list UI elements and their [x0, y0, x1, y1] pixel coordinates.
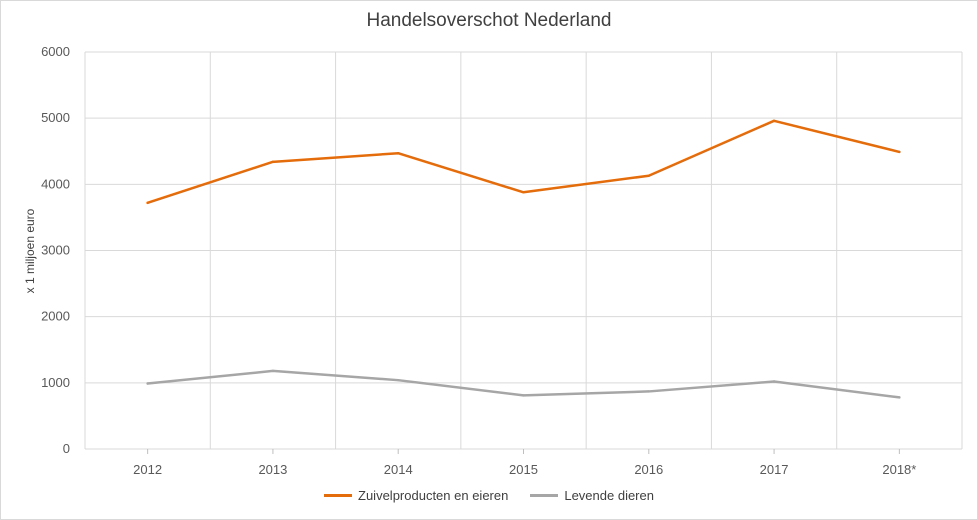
x-tick-label: 2015 — [509, 462, 538, 477]
data-point — [522, 394, 525, 397]
data-point — [146, 382, 149, 385]
y-axis-label: x 1 miljoen euro — [23, 208, 37, 293]
data-point — [271, 160, 275, 164]
chart-title: Handelsoverschot Nederland — [366, 10, 612, 31]
y-axis-tick-labels: 0 1000 2000 3000 4000 5000 6000 — [41, 44, 70, 456]
y-tick-label: 0 — [63, 441, 70, 456]
legend-item-levende-dieren: Levende dieren — [530, 488, 654, 503]
series-lines — [146, 119, 901, 399]
series-line-1 — [146, 369, 901, 399]
data-point — [397, 378, 400, 382]
legend-swatch-zuivel — [324, 494, 353, 497]
y-tick-label: 3000 — [41, 243, 70, 258]
data-point — [647, 174, 650, 177]
horizontal-gridlines — [85, 51, 962, 450]
x-tick-label: 2018* — [882, 462, 916, 477]
y-tick-label: 4000 — [41, 176, 70, 191]
x-tick-label: 2014 — [384, 462, 413, 477]
legend-swatch-levende-dieren — [530, 494, 559, 497]
y-tick-label: 6000 — [41, 44, 70, 59]
data-point — [146, 201, 149, 205]
legend-item-zuivel: Zuivelproducten en eieren — [324, 488, 508, 503]
y-tick-label: 5000 — [41, 110, 70, 125]
x-axis-tick-labels: 2012 2013 2014 2015 2016 2017 2018* — [133, 449, 916, 477]
x-tick-label: 2012 — [133, 462, 162, 477]
series-line-0 — [146, 119, 901, 205]
data-point — [271, 369, 275, 373]
data-point — [397, 152, 400, 155]
x-tick-label: 2013 — [258, 462, 287, 477]
y-tick-label: 1000 — [41, 375, 70, 390]
data-point — [522, 191, 525, 194]
vertical-gridlines — [84, 52, 963, 449]
x-tick-label: 2016 — [634, 462, 663, 477]
legend-label-levende-dieren: Levende dieren — [564, 488, 654, 503]
x-tick-label: 2017 — [760, 462, 789, 477]
legend: Zuivelproducten en eieren Levende dieren — [0, 488, 978, 503]
data-point — [898, 396, 901, 399]
data-point — [898, 150, 901, 154]
y-tick-label: 2000 — [41, 309, 70, 324]
data-point — [772, 119, 776, 123]
data-point — [647, 390, 650, 393]
legend-label-zuivel: Zuivelproducten en eieren — [358, 488, 509, 503]
data-point — [772, 380, 776, 383]
